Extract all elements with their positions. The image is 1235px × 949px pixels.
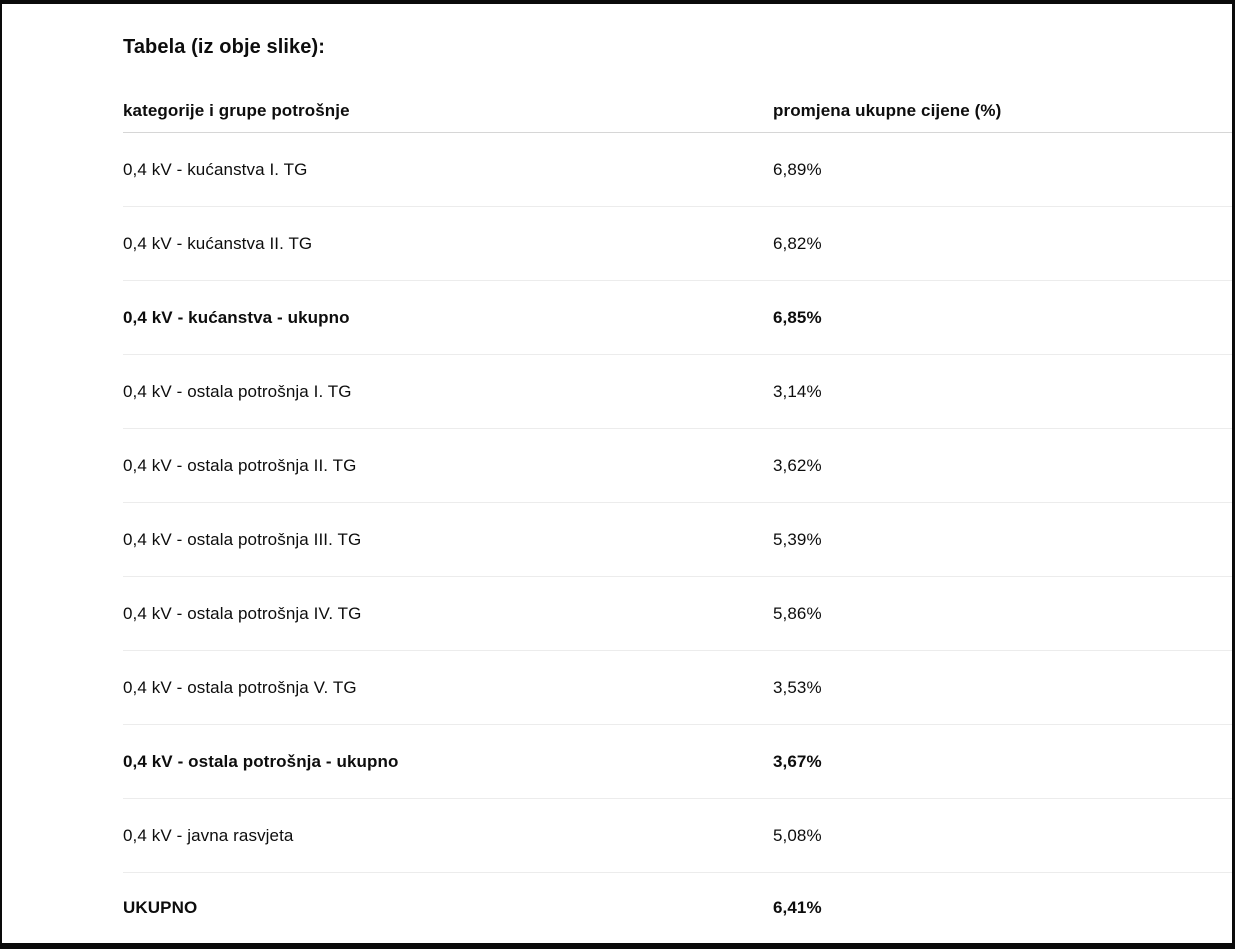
category-cell: 0,4 kV - kućanstva - ukupno [123,280,773,355]
value-cell: 5,08% [773,798,1232,873]
category-cell: 0,4 kV - ostala potrošnja III. TG [123,502,773,577]
table-row: 0,4 kV - ostala potrošnja V. TG 3,53% [123,650,1232,725]
table-row-subtotal: 0,4 kV - ostala potrošnja - ukupno 3,67% [123,724,1232,799]
table-row-grand-total: UKUPNO 6,41% [123,873,1232,944]
value-cell: 5,86% [773,576,1232,651]
value-cell: 3,53% [773,650,1232,725]
column-header-value: promjena ukupne cijene (%) [773,100,1232,133]
value-cell: 6,82% [773,206,1232,281]
category-cell: 0,4 kV - ostala potrošnja - ukupno [123,724,773,799]
category-cell: UKUPNO [123,898,198,917]
category-cell: 0,4 kV - ostala potrošnja IV. TG [123,576,773,651]
table-row: 0,4 kV - kućanstva II. TG 6,82% [123,206,1232,281]
value-cell: 3,62% [773,428,1232,503]
table-header-row: kategorije i grupe potrošnje promjena uk… [123,100,1232,133]
category-cell: 0,4 kV - kućanstva I. TG [123,132,773,207]
category-cell: 0,4 kV - ostala potrošnja V. TG [123,650,773,725]
page-title: Tabela (iz obje slike): [123,36,325,58]
value-cell: 6,41% [773,898,822,917]
table-row: 0,4 kV - ostala potrošnja I. TG 3,14% [123,354,1232,429]
price-change-table: kategorije i grupe potrošnje promjena uk… [123,100,1232,943]
category-cell: 0,4 kV - ostala potrošnja I. TG [123,354,773,429]
category-cell: 0,4 kV - ostala potrošnja II. TG [123,428,773,503]
value-cell: 6,89% [773,132,1232,207]
table-row: 0,4 kV - javna rasvjeta 5,08% [123,798,1232,873]
value-cell: 3,14% [773,354,1232,429]
category-cell: 0,4 kV - javna rasvjeta [123,798,773,873]
table-row: 0,4 kV - ostala potrošnja IV. TG 5,86% [123,576,1232,651]
category-cell: 0,4 kV - kućanstva II. TG [123,206,773,281]
value-cell: 6,85% [773,280,1232,355]
table-row: 0,4 kV - ostala potrošnja II. TG 3,62% [123,428,1232,503]
column-header-category: kategorije i grupe potrošnje [123,100,773,133]
table-row: 0,4 kV - kućanstva I. TG 6,89% [123,132,1232,207]
value-cell: 3,67% [773,724,1232,799]
value-cell: 5,39% [773,502,1232,577]
table-row-subtotal: 0,4 kV - kućanstva - ukupno 6,85% [123,280,1232,355]
table-row: 0,4 kV - ostala potrošnja III. TG 5,39% [123,502,1232,577]
